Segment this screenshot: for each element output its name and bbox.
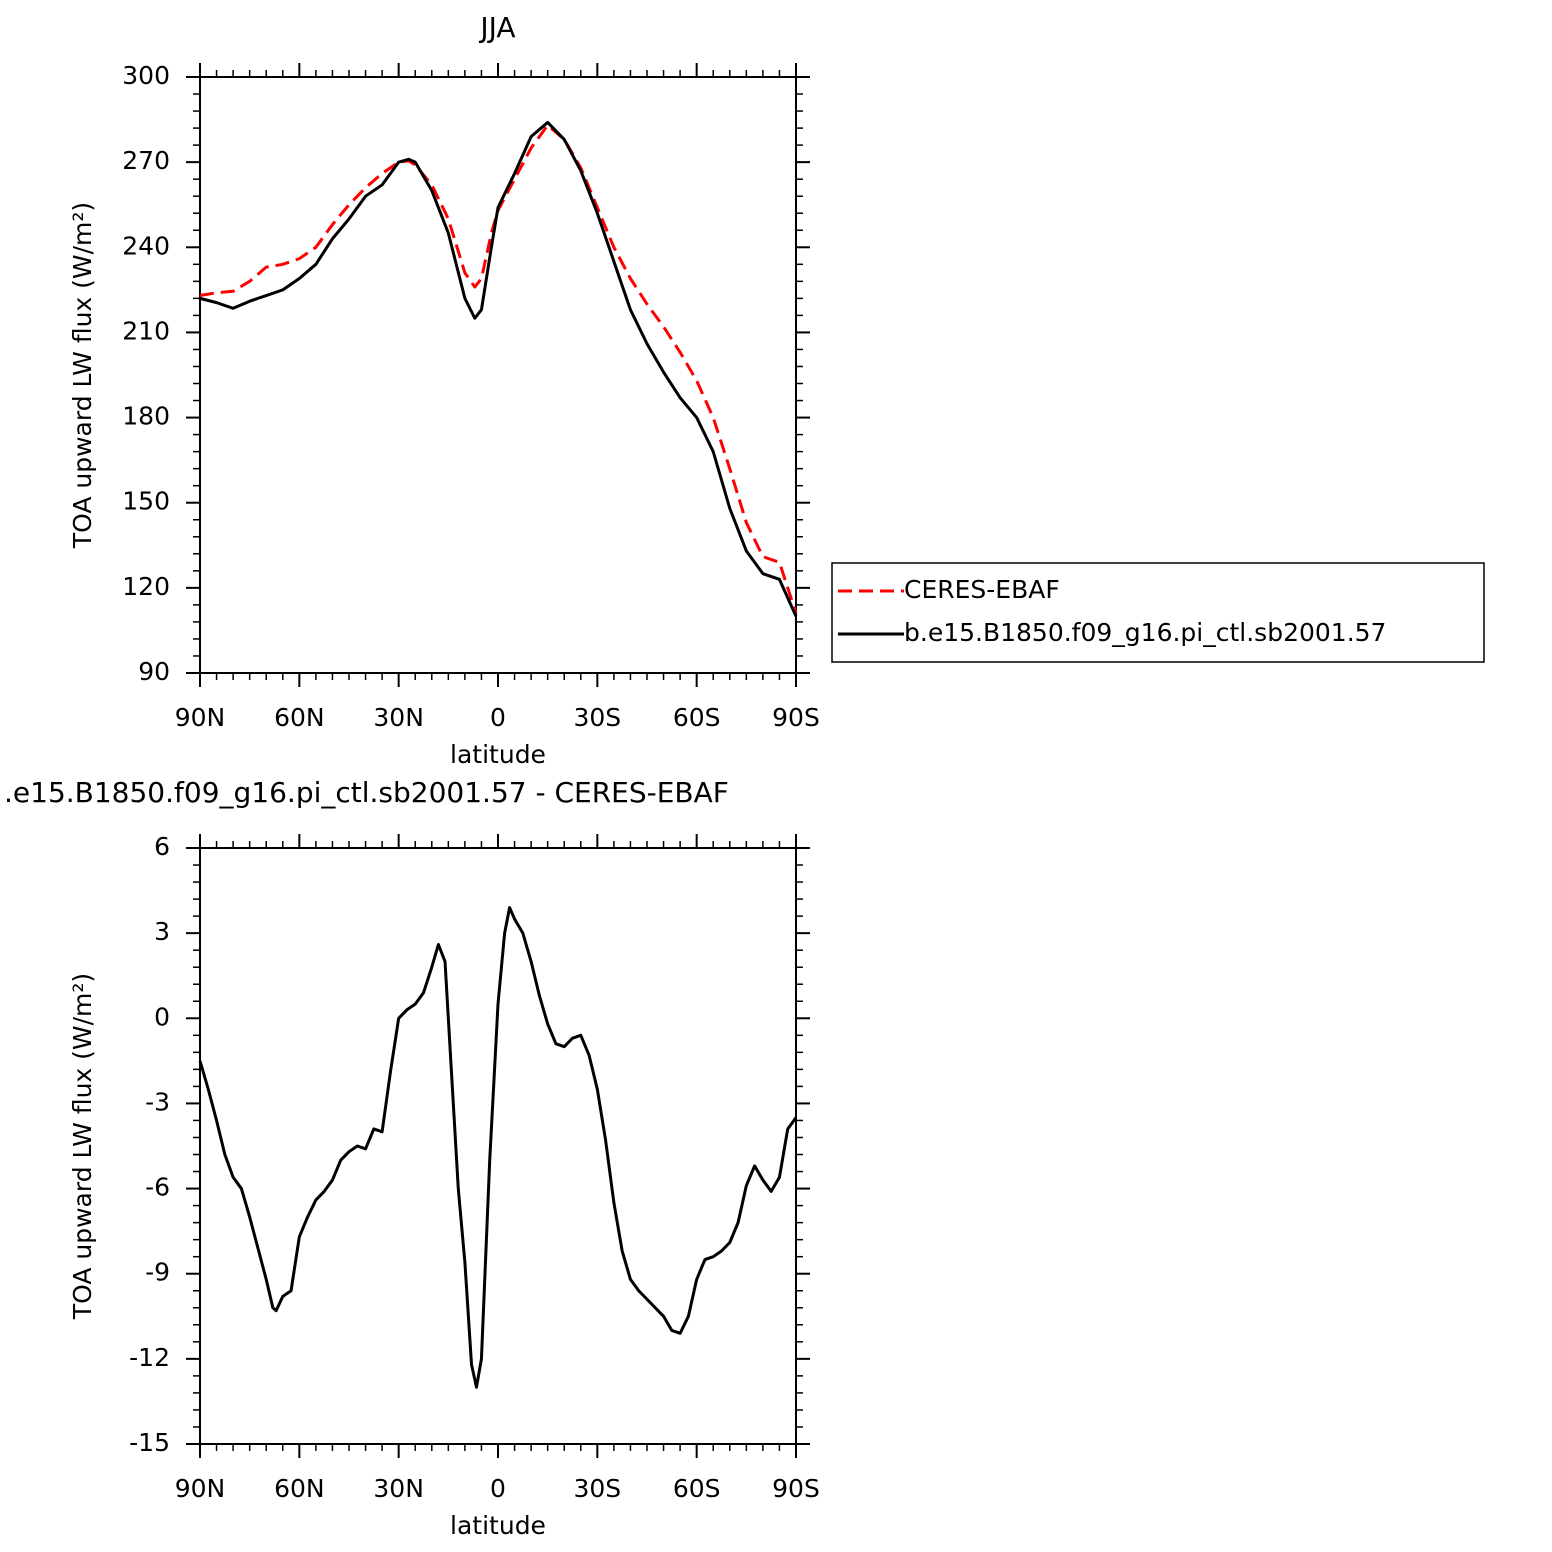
data-line bbox=[198, 906, 798, 1389]
x-tick-label: 90S bbox=[772, 703, 820, 732]
x-tick-label: 60N bbox=[274, 703, 325, 732]
y-tick-label: 270 bbox=[122, 146, 170, 175]
y-tick-label: 240 bbox=[122, 231, 170, 260]
y-tick-label: 0 bbox=[154, 1002, 170, 1031]
x-tick-label: 60S bbox=[673, 703, 721, 732]
y-tick-label: 120 bbox=[122, 572, 170, 601]
plot-frame bbox=[199, 76, 797, 674]
y-tick-label: -12 bbox=[129, 1343, 170, 1372]
y-tick-label: 3 bbox=[154, 917, 170, 946]
x-tick-label: 30S bbox=[573, 703, 621, 732]
x-tick-label: 90N bbox=[175, 703, 226, 732]
x-axis-label: latitude bbox=[450, 1511, 546, 1540]
x-tick-label: 0 bbox=[490, 1474, 506, 1503]
chart-title: .e15.B1850.f09_g16.pi_ctl.sb2001.57 - CE… bbox=[4, 776, 729, 809]
y-axis-label: TOA upward LW flux (W/m²) bbox=[68, 202, 97, 549]
x-tick-label: 60S bbox=[673, 1474, 721, 1503]
legend-label: CERES-EBAF bbox=[904, 575, 1060, 604]
y-tick-label: 300 bbox=[122, 61, 170, 90]
y-tick-label: 90 bbox=[138, 657, 170, 686]
y-tick-label: -3 bbox=[145, 1087, 170, 1116]
y-tick-label: 150 bbox=[122, 487, 170, 516]
chart-title: JJA bbox=[478, 11, 515, 44]
y-tick-label: 6 bbox=[154, 832, 170, 861]
x-tick-label: 0 bbox=[490, 703, 506, 732]
y-tick-label: -9 bbox=[145, 1258, 170, 1287]
x-tick-label: 90S bbox=[772, 1474, 820, 1503]
legend-box bbox=[831, 562, 1485, 663]
legend-label: b.e15.B1850.f09_g16.pi_ctl.sb2001.57 bbox=[904, 618, 1386, 647]
y-tick-label: 210 bbox=[122, 316, 170, 345]
x-tick-label: 30N bbox=[373, 703, 424, 732]
y-tick-label: -6 bbox=[145, 1173, 170, 1202]
x-tick-label: 60N bbox=[274, 1474, 325, 1503]
x-tick-label: 30S bbox=[573, 1474, 621, 1503]
x-tick-label: 90N bbox=[175, 1474, 226, 1503]
plot-frame bbox=[199, 847, 797, 1445]
y-tick-label: 180 bbox=[122, 402, 170, 431]
data-line bbox=[199, 120, 798, 617]
y-tick-label: -15 bbox=[129, 1428, 170, 1457]
x-tick-label: 30N bbox=[373, 1474, 424, 1503]
data-line bbox=[199, 123, 798, 614]
y-axis-label: TOA upward LW flux (W/m²) bbox=[68, 973, 97, 1320]
x-axis-label: latitude bbox=[450, 740, 546, 769]
